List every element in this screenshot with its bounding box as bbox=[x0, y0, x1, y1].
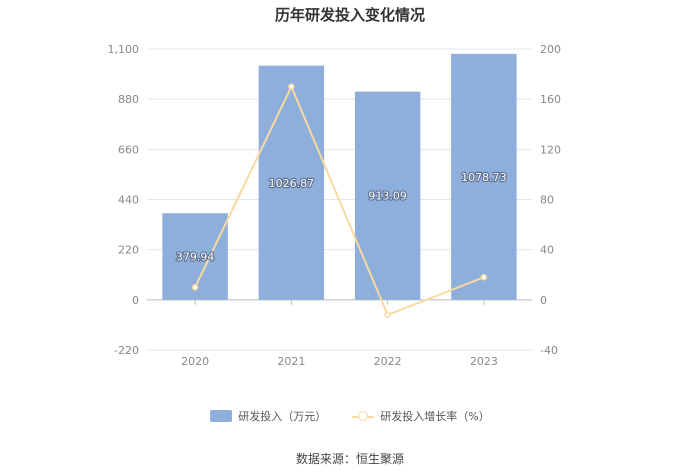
legend-line-label: 研发投入增长率（%） bbox=[380, 410, 490, 423]
y-right-tick-label: 80 bbox=[540, 194, 554, 207]
legend-bar-swatch bbox=[210, 410, 233, 422]
bar-data-label: 1078.73 bbox=[461, 171, 507, 184]
bar-data-label: 1026.87 bbox=[269, 177, 315, 190]
y-left-tick-label: 880 bbox=[118, 93, 139, 106]
y-right-tick-label: 120 bbox=[540, 143, 561, 156]
legend-line-swatch bbox=[352, 410, 375, 422]
y-left-tick-label: 220 bbox=[118, 244, 139, 257]
y-left-tick-label: 0 bbox=[132, 294, 139, 307]
growth-point bbox=[288, 83, 295, 90]
chart-title: 历年研发投入变化情况 bbox=[274, 6, 425, 24]
legend-item-line[interactable]: 研发投入增长率（%） bbox=[352, 408, 490, 424]
y-right-tick-label: 0 bbox=[540, 294, 547, 307]
legend-bar-label: 研发投入（万元） bbox=[238, 410, 327, 423]
legend-item-bar[interactable]: 研发投入（万元） bbox=[210, 408, 326, 424]
growth-point bbox=[191, 284, 199, 291]
x-tick-label: 2022 bbox=[374, 355, 402, 368]
y-left-tick-label: 440 bbox=[118, 194, 139, 207]
y-left-tick-label: -220 bbox=[114, 344, 139, 357]
x-tick-label: 2023 bbox=[470, 355, 498, 368]
y-right-tick-label: 200 bbox=[540, 43, 561, 56]
data-source: 数据来源：恒生聚源 bbox=[295, 452, 404, 466]
y-left-tick-label: 1,100 bbox=[108, 43, 140, 56]
y-right-tick-label: -40 bbox=[540, 344, 558, 357]
y-left-tick-label: 660 bbox=[118, 143, 139, 156]
bar bbox=[451, 53, 517, 300]
y-right-tick-label: 160 bbox=[540, 93, 561, 106]
x-tick-label: 2021 bbox=[277, 355, 305, 368]
y-right-tick-label: 40 bbox=[540, 244, 554, 257]
chart-legend: 研发投入（万元） 研发投入增长率（%） bbox=[0, 408, 700, 424]
growth-line bbox=[194, 84, 485, 317]
bar-data-label: 379.94 bbox=[176, 251, 215, 264]
growth-point bbox=[480, 274, 488, 281]
growth-point bbox=[384, 311, 391, 319]
bar bbox=[258, 65, 325, 300]
x-tick-label: 2020 bbox=[181, 355, 209, 368]
bar-data-label: 913.09 bbox=[368, 190, 407, 203]
